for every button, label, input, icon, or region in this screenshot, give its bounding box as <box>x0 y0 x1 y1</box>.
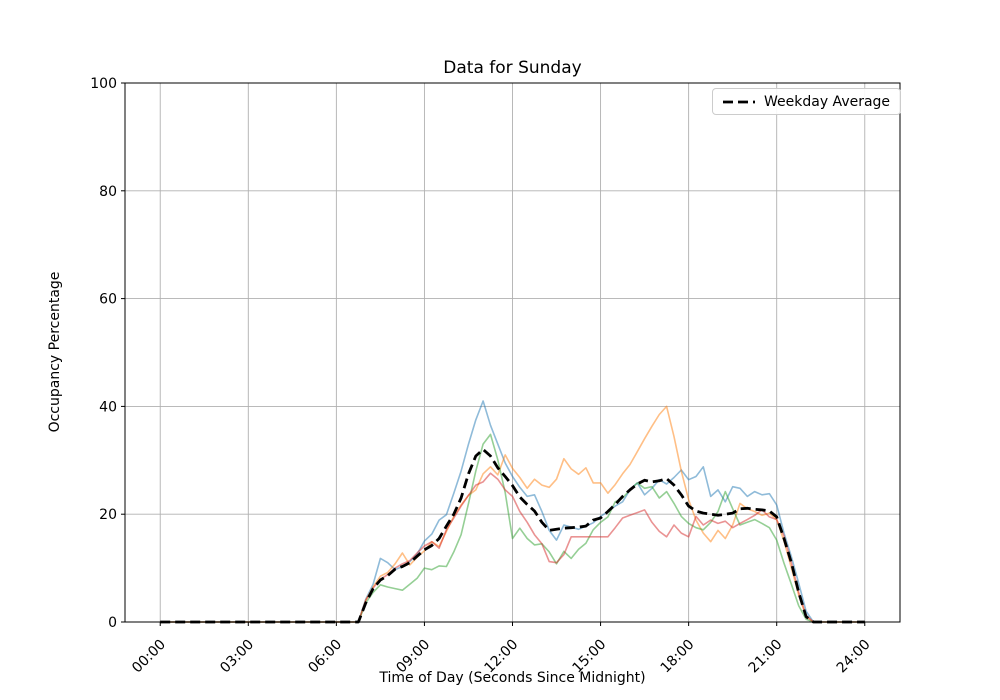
y-tick-label: 100 <box>90 76 117 92</box>
y-tick-label: 20 <box>99 507 117 523</box>
y-tick-label: 60 <box>99 292 117 308</box>
series-line-weekday-average <box>160 448 865 624</box>
y-tick-label: 80 <box>99 184 117 200</box>
x-axis-label: Time of Day (Seconds Since Midnight) <box>379 670 646 686</box>
legend-label: Weekday Average <box>764 93 891 110</box>
chart-title: Data for Sunday <box>443 58 582 78</box>
legend: Weekday Average <box>712 88 902 115</box>
y-axis-label: Occupancy Percentage <box>47 271 63 433</box>
y-tick-label: 40 <box>99 399 117 415</box>
legend-dash-sample-icon <box>723 100 755 103</box>
y-tick-label: 0 <box>108 615 117 631</box>
